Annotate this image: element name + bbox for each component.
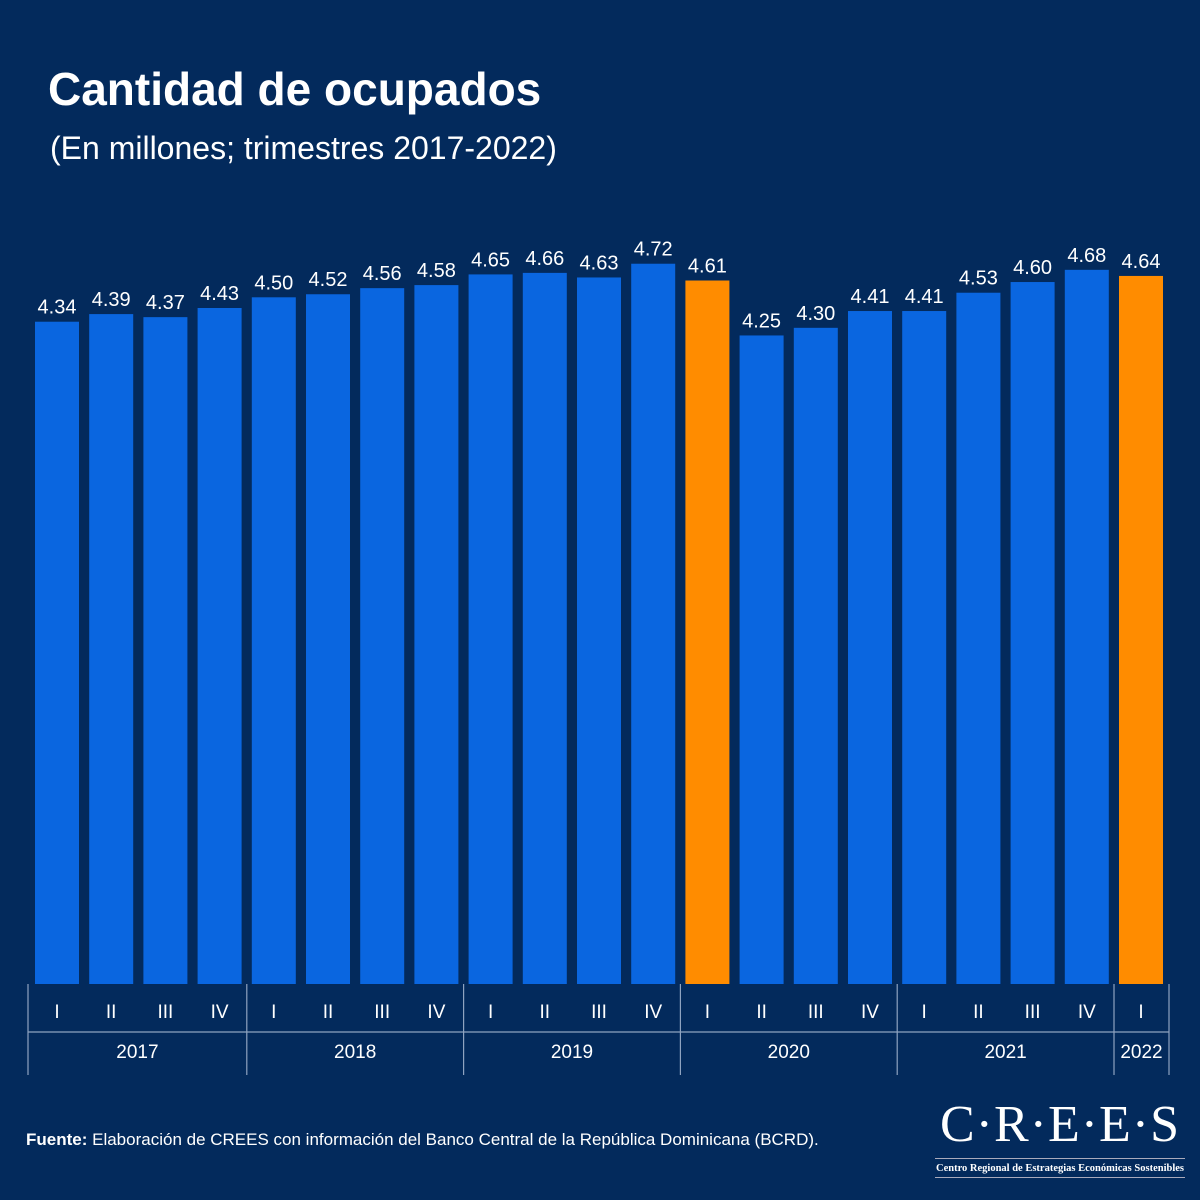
logo-sub: Centro Regional de Estrategias Económica…	[935, 1158, 1185, 1178]
chart-subtitle: (En millones; trimestres 2017-2022)	[50, 130, 557, 166]
bar	[793, 327, 838, 984]
data-label: 4.64	[1122, 251, 1161, 273]
crees-logo: C·R·E·E·S Centro Regional de Estrategias…	[935, 1098, 1185, 1178]
tick-label: III	[808, 1002, 824, 1023]
tick-label: III	[1025, 1002, 1041, 1023]
data-label: 4.72	[634, 239, 673, 261]
source-note: Fuente: Elaboración de CREES con informa…	[26, 1130, 819, 1150]
group-label: 2018	[334, 1042, 376, 1063]
bar	[522, 272, 567, 984]
data-label: 4.52	[309, 269, 348, 291]
data-label: 4.41	[851, 286, 890, 308]
bar	[143, 317, 188, 984]
bar	[739, 335, 784, 984]
chart-title: Cantidad de ocupados	[48, 63, 542, 115]
data-label: 4.56	[363, 263, 402, 285]
data-label: 4.58	[417, 260, 456, 282]
tick-label: II	[323, 1002, 334, 1023]
group-label: 2019	[551, 1042, 593, 1063]
bar	[197, 307, 242, 984]
tick-label: IV	[427, 1002, 445, 1023]
tick-label: IV	[644, 1002, 662, 1023]
bar	[35, 321, 79, 984]
bar	[360, 288, 405, 984]
bar	[414, 285, 459, 984]
group-label: 2020	[768, 1042, 810, 1063]
tick-label: I	[1138, 1002, 1143, 1023]
source-text: Elaboración de CREES con información del…	[87, 1130, 819, 1149]
data-label: 4.34	[38, 297, 77, 319]
data-label: 4.39	[92, 289, 131, 311]
bar	[577, 277, 621, 984]
group-label: 2017	[116, 1042, 158, 1063]
bar	[306, 294, 350, 984]
data-label: 4.66	[525, 248, 564, 270]
group-label: 2022	[1120, 1042, 1162, 1063]
tick-label: IV	[861, 1002, 879, 1023]
bar	[848, 311, 892, 984]
data-label: 4.61	[688, 256, 727, 278]
data-label: 4.30	[796, 303, 835, 325]
tick-label: II	[106, 1002, 117, 1023]
data-label: 4.60	[1013, 257, 1052, 279]
tick-label: I	[271, 1002, 276, 1023]
bar	[685, 280, 730, 984]
data-label: 4.63	[580, 252, 619, 274]
bar	[1010, 282, 1055, 984]
data-label: 4.25	[742, 310, 781, 332]
tick-label: III	[374, 1002, 390, 1023]
bar	[89, 314, 134, 984]
tick-label: I	[705, 1002, 710, 1023]
bar	[1064, 269, 1109, 984]
logo-main: C·R·E·E·S	[939, 1096, 1181, 1153]
bar	[1119, 275, 1163, 984]
tick-label: III	[591, 1002, 607, 1023]
tick-label: I	[54, 1002, 59, 1023]
bar	[468, 274, 513, 984]
data-label: 4.53	[959, 268, 998, 290]
tick-label: II	[540, 1002, 551, 1023]
data-label: 4.41	[905, 286, 944, 308]
tick-label: I	[922, 1002, 927, 1023]
bar	[631, 263, 676, 984]
tick-label: IV	[1078, 1002, 1096, 1023]
bar	[956, 292, 1001, 984]
bar	[251, 297, 296, 984]
tick-label: IV	[211, 1002, 229, 1023]
tick-label: II	[756, 1002, 767, 1023]
group-label: 2021	[984, 1042, 1026, 1063]
data-label: 4.43	[200, 283, 239, 305]
source-label: Fuente:	[26, 1130, 88, 1149]
data-label: 4.68	[1067, 245, 1106, 267]
tick-label: III	[157, 1002, 173, 1023]
bar	[902, 311, 947, 984]
tick-label: II	[973, 1002, 984, 1023]
data-label: 4.50	[254, 272, 293, 294]
data-label: 4.37	[146, 292, 185, 314]
tick-label: I	[488, 1002, 493, 1023]
data-label: 4.65	[471, 249, 510, 271]
